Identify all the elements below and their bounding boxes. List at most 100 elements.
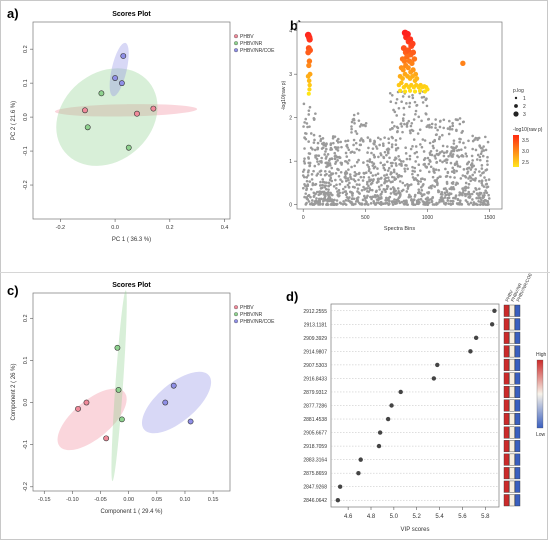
grey-point [346,161,350,165]
grey-point [471,147,474,151]
grey-point [350,201,353,205]
grey-point [471,134,474,138]
grey-point [346,177,350,180]
grey-point [398,194,402,197]
grey-point [389,180,393,184]
grey-point [458,140,461,144]
x-tick-label: 0 [302,215,305,221]
grey-point [376,172,380,176]
grey-point [409,124,413,128]
grey-point [480,167,484,170]
grey-point [483,191,486,195]
heat-cell [514,413,521,425]
grey-point [333,145,337,149]
grey-point [331,135,335,138]
grey-point [462,189,465,192]
grey-point [305,201,308,205]
grey-point [355,160,359,164]
heat-cell [514,358,521,371]
grey-point [345,144,348,148]
grey-point [347,197,350,200]
grey-point [420,96,424,99]
grey-point [345,155,349,158]
grey-point [366,189,369,193]
grey-point [311,147,314,151]
grey-point [398,180,402,183]
grey-point [452,146,455,149]
grey-point [434,168,438,171]
grey-point [408,154,412,158]
grey-point [405,157,409,161]
grey-point [438,200,441,204]
grey-point [388,202,391,206]
grey-point [335,183,338,187]
grey-point [461,193,464,197]
grey-point [436,128,439,132]
significant-point [306,36,313,43]
grey-point [465,162,469,166]
grey-point [373,155,376,159]
grey-point [452,168,456,172]
grey-point [439,196,443,200]
grey-point [384,199,387,202]
heat-cell [503,453,510,466]
manhattan-plot: 0 500 1000 1500 0 1 2 3 4 Spectra Bins -log10(raw … [281,21,543,232]
grey-point [459,199,462,202]
grey-point [358,139,362,142]
grey-point [365,196,369,199]
heat-cell [509,345,515,358]
grey-point [306,125,309,129]
significant-point [305,73,311,79]
y-tick-label: 0.0 [23,399,29,407]
grey-point [401,181,405,185]
grey-point [371,195,375,199]
grey-point [381,142,385,145]
grey-point [365,182,369,186]
heat-cell [509,318,515,331]
grey-point [387,196,391,200]
feature-label: 2914.9807 [303,349,327,355]
grey-point [358,125,362,128]
grey-point [412,138,416,141]
grey-point [308,105,312,109]
x-axis-label: Spectra Bins [384,226,415,232]
grey-point [474,168,478,171]
x-tick-label: 500 [361,215,370,221]
grey-point [307,113,311,116]
x-tick-label: 0.10 [180,497,191,503]
x-tick-label: 5.4 [435,514,444,520]
grey-point [403,203,406,206]
heat-cell [514,372,521,385]
grey-point [407,119,411,123]
grey-point [307,152,311,155]
grey-point [452,187,456,191]
grey-point [471,159,474,162]
grey-point [482,185,486,188]
score-point-phbv_nr [84,124,91,131]
score-point-phbv_nr_coe [120,53,127,59]
grey-point [339,170,343,174]
score-point-phbv_nr [114,344,121,351]
grey-point [469,201,473,205]
grey-point [404,146,407,149]
grey-point [343,175,347,179]
score-point-phbv [75,405,81,412]
grey-point [466,170,470,173]
grey-point [445,189,448,192]
grey-point [460,148,463,151]
grey-point [335,187,338,190]
grey-point [413,166,417,170]
grey-point [445,151,448,154]
grey-point [373,140,377,144]
grey-point [310,178,314,181]
grey-point [416,201,419,205]
grey-point [413,170,417,173]
legend-swatch-phbv_nr_coe [233,319,238,324]
grey-point [366,159,369,163]
significant-point [401,58,408,64]
grey-point [322,143,325,147]
grey-point [478,170,481,173]
grey-point [380,183,383,187]
grey-point [426,156,430,160]
grey-point [302,175,306,179]
